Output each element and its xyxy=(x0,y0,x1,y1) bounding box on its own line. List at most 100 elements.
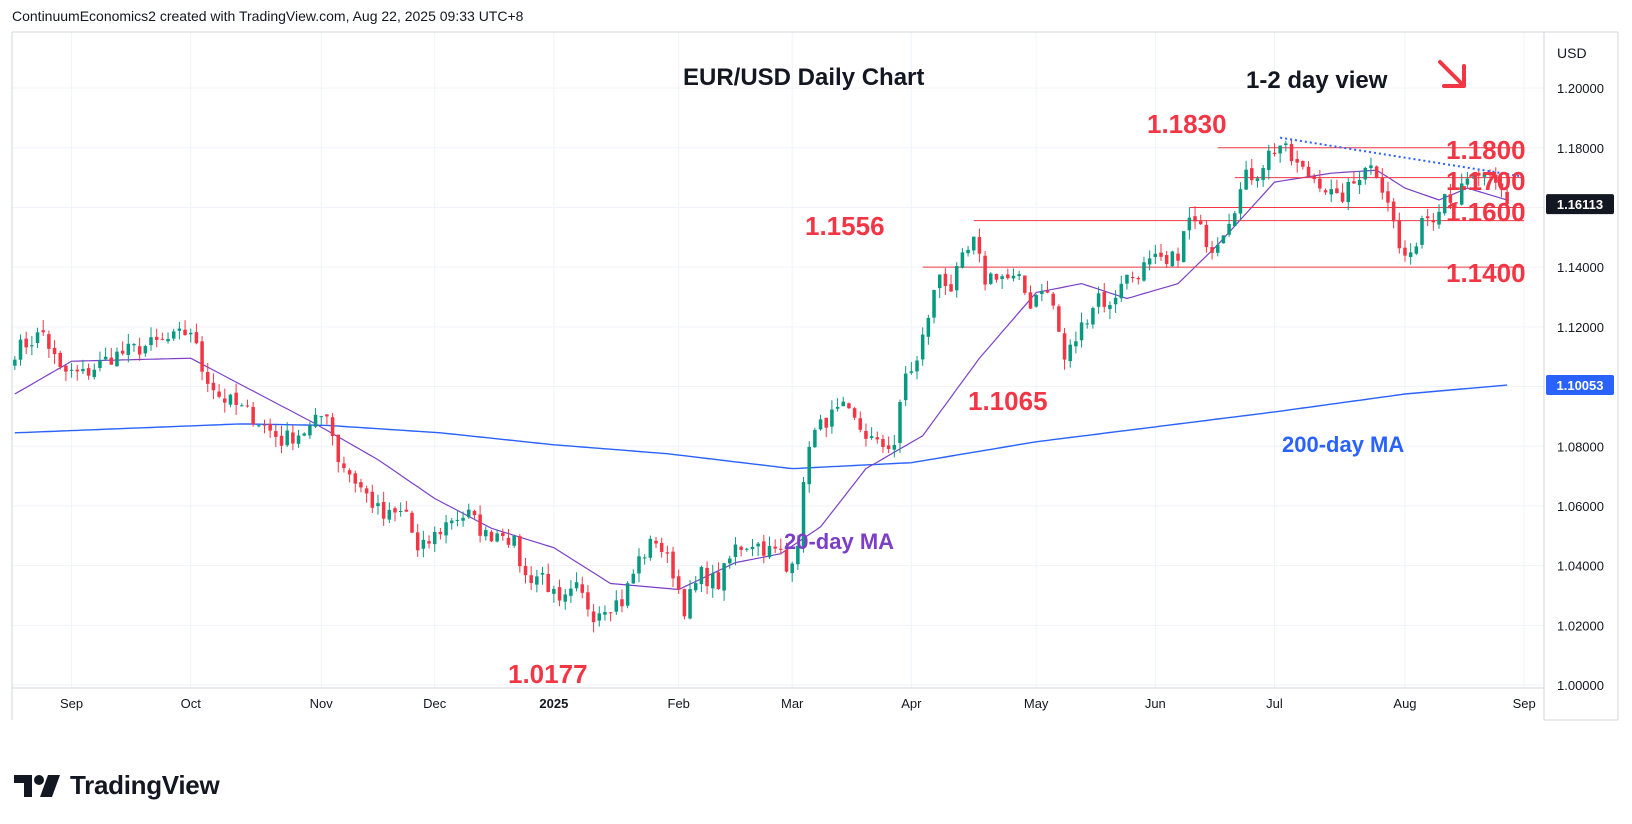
candle-body xyxy=(1301,160,1305,167)
candle-body xyxy=(211,382,216,391)
candle xyxy=(109,347,114,365)
candle xyxy=(120,341,125,356)
candle-body xyxy=(1488,173,1492,176)
tradingview-logo-icon xyxy=(14,774,60,797)
candle-body xyxy=(569,588,573,596)
candle xyxy=(937,274,942,299)
candle-body xyxy=(1034,294,1038,307)
candle xyxy=(1193,206,1197,230)
candle xyxy=(1369,157,1373,175)
time-tick-label: Sep xyxy=(1513,696,1536,711)
candle-body xyxy=(728,558,732,564)
level-label-1-1800: 1.1800 xyxy=(1446,135,1526,165)
candle xyxy=(818,414,823,431)
candle xyxy=(200,336,204,381)
candle xyxy=(614,590,619,615)
candle-body xyxy=(983,255,987,285)
candle-body xyxy=(1380,177,1385,193)
candle-body xyxy=(739,546,743,550)
candle xyxy=(852,406,857,420)
candle-body xyxy=(1051,293,1055,306)
time-axis-bg[interactable] xyxy=(12,688,1544,720)
candle xyxy=(773,539,777,554)
candle xyxy=(1062,327,1067,370)
candle-body xyxy=(745,548,749,550)
candle xyxy=(716,562,721,590)
ma20-line xyxy=(14,169,1508,591)
candle xyxy=(1476,168,1481,187)
candle-body xyxy=(1244,169,1248,190)
candle xyxy=(949,274,953,293)
candle-body xyxy=(478,514,482,536)
candle-body xyxy=(546,573,550,593)
candle xyxy=(137,337,142,361)
candle xyxy=(92,363,97,380)
candle xyxy=(330,413,335,446)
candle-body xyxy=(790,563,794,574)
candle xyxy=(81,359,85,374)
tradingview-logo[interactable]: TradingView xyxy=(14,770,220,801)
candle-body xyxy=(716,572,721,590)
candle-body xyxy=(92,369,97,378)
candle-body xyxy=(404,509,409,512)
candle-body xyxy=(869,436,874,439)
candle xyxy=(1017,270,1021,281)
candle-body xyxy=(535,576,539,585)
candle-body xyxy=(421,539,426,549)
candle-body xyxy=(302,433,306,436)
candle-body xyxy=(143,346,148,354)
candle xyxy=(1170,250,1175,268)
candle-body xyxy=(1476,172,1481,176)
candle-body xyxy=(1425,216,1430,219)
candle xyxy=(506,529,511,548)
candle-body xyxy=(30,345,34,347)
chart-area[interactable]: USD 1.200001.180001.160001.140001.120001… xyxy=(0,0,1632,760)
candle-body xyxy=(1142,262,1146,281)
candle-body xyxy=(330,417,335,437)
candle-body xyxy=(1045,290,1050,293)
candle xyxy=(160,332,165,341)
candle-body xyxy=(733,544,738,557)
candle-body xyxy=(1250,168,1254,181)
candle-body xyxy=(1210,247,1214,253)
candle-body xyxy=(126,343,131,355)
candle-body xyxy=(251,406,255,425)
candle-body xyxy=(898,402,902,444)
candle-body xyxy=(1329,189,1333,195)
candle xyxy=(183,320,187,336)
chart-title: EUR/USD Daily Chart xyxy=(683,64,924,91)
candle-body xyxy=(86,368,91,376)
candle xyxy=(523,557,528,584)
candle xyxy=(864,423,868,447)
level-label-1-1600: 1.1600 xyxy=(1446,197,1526,227)
candle xyxy=(1011,268,1016,282)
candle xyxy=(1454,201,1458,208)
candle xyxy=(1233,211,1237,227)
candle-body xyxy=(540,572,545,575)
candle xyxy=(1108,301,1112,320)
time-tick-label: Sep xyxy=(60,696,83,711)
candle xyxy=(892,434,897,458)
candle xyxy=(1425,209,1430,227)
candle xyxy=(659,537,664,558)
candle-body xyxy=(1164,255,1169,264)
candle-body xyxy=(240,405,244,407)
candle-body xyxy=(398,510,403,512)
ma200-line xyxy=(14,384,1508,470)
candle xyxy=(149,327,153,351)
time-tick-label: Nov xyxy=(310,696,334,711)
eurusd-chart[interactable]: USD 1.200001.180001.160001.140001.120001… xyxy=(0,0,1632,760)
candle-body xyxy=(285,430,289,446)
candle-body xyxy=(1403,247,1407,256)
candle xyxy=(529,566,533,591)
candle xyxy=(569,580,573,603)
candle xyxy=(472,509,477,519)
candle xyxy=(546,563,550,593)
time-tick-label: Jun xyxy=(1145,696,1166,711)
candle-body xyxy=(1454,202,1458,204)
candle xyxy=(1494,167,1498,190)
candle-body xyxy=(903,373,908,401)
candle xyxy=(790,561,794,582)
candle xyxy=(347,468,352,483)
candle xyxy=(1437,204,1441,229)
